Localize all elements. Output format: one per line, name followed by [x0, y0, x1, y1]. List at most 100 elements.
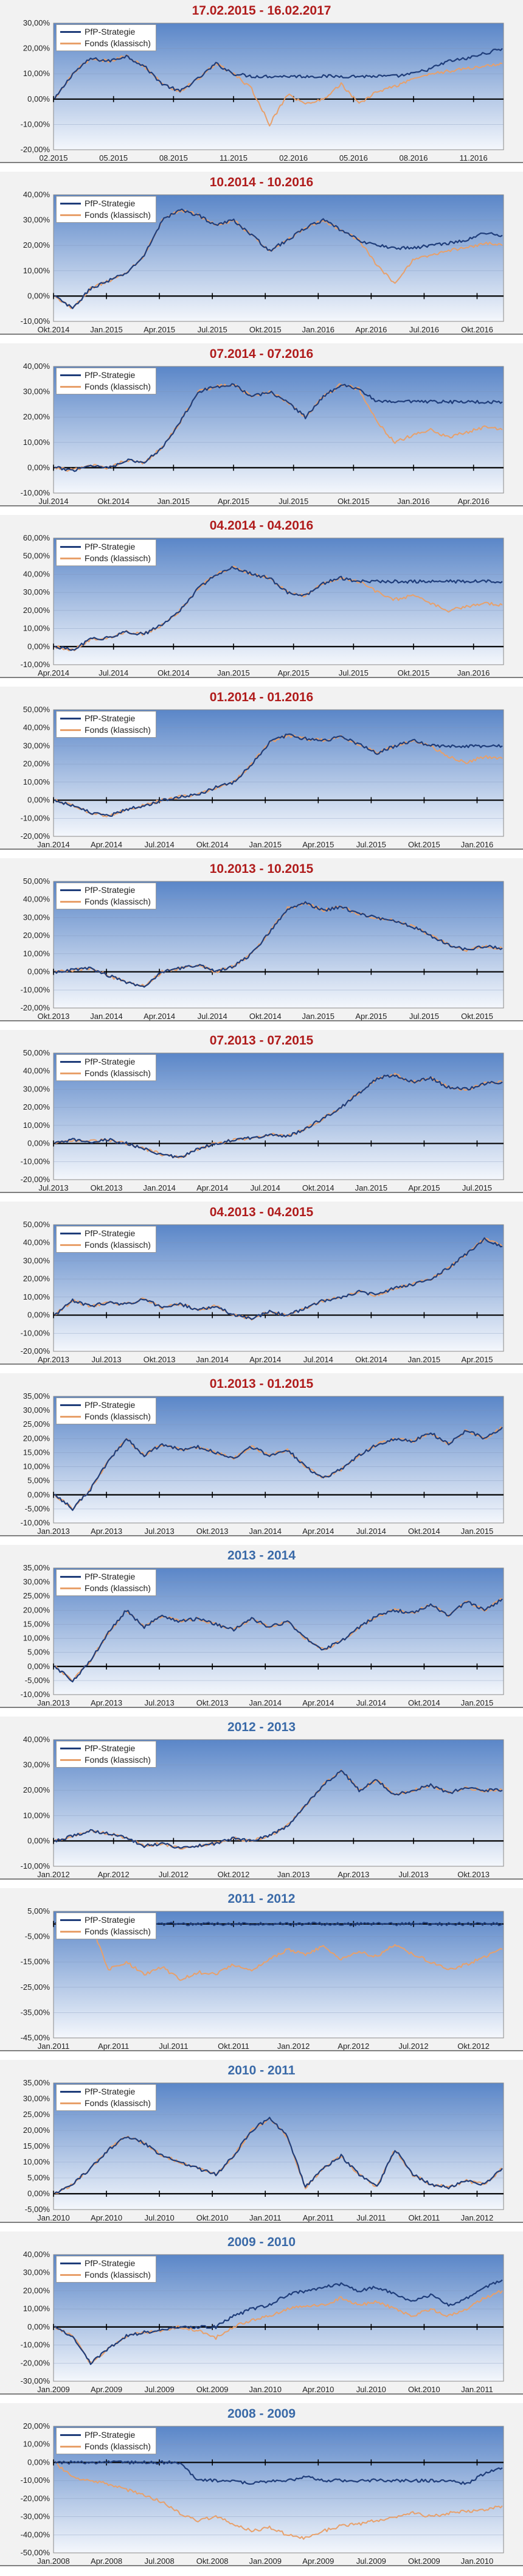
x-tick-label: Jan.2015 [408, 1355, 441, 1364]
y-tick-label: 20,00% [23, 1785, 50, 1794]
y-tick-label: 5,00% [27, 2173, 50, 2182]
legend-swatch [60, 1759, 81, 1761]
legend-item-fonds: Fonds (klassisch) [60, 2269, 151, 2281]
series-line-pfp [54, 2279, 503, 2365]
y-tick-label: 20,00% [23, 2421, 50, 2431]
series-line-pfp [54, 1769, 503, 1849]
x-tick-label: Jul.2009 [145, 2385, 175, 2394]
legend-item-pfp: PfP-Strategie [60, 2086, 151, 2098]
x-tick-label: Jan.2014 [37, 840, 70, 849]
legend-swatch [60, 2102, 81, 2104]
y-tick-label: 10,00% [23, 949, 50, 958]
legend-label: Fonds (klassisch) [85, 382, 151, 391]
y-tick-label: 60,00% [23, 533, 50, 542]
legend-item-fonds: Fonds (klassisch) [60, 553, 151, 564]
series-line-pfp [54, 1237, 503, 1320]
y-tick-label: 30,00% [23, 587, 50, 597]
x-tick-label: Jul.2010 [145, 2213, 175, 2222]
series-line-fonds [54, 2460, 503, 2540]
x-tick-label: Apr.2012 [98, 1870, 130, 1879]
x-tick-label: Okt.2015 [461, 1012, 493, 1021]
y-tick-label: 15,00% [23, 1619, 50, 1628]
y-tick-label: -20,00% [21, 1346, 50, 1356]
legend-label: Fonds (klassisch) [85, 725, 151, 735]
legend-swatch [60, 1919, 81, 1921]
chart-panel-6: 10.2013 - 10.2015 -20,00% -10,00% 0,00% 10,0… [0, 858, 523, 1021]
y-tick-label: -10,00% [21, 317, 50, 326]
legend-item-pfp: PfP-Strategie [60, 198, 151, 209]
x-tick-label: Apr.2016 [355, 325, 387, 334]
x-tick-label: Jul.2011 [356, 2213, 386, 2222]
legend-swatch [60, 1233, 81, 1234]
x-tick-label: Jul.2014 [356, 1698, 386, 1707]
legend-item-pfp: PfP-Strategie [60, 713, 151, 724]
x-tick-label: Okt.2013 [196, 1698, 229, 1707]
x-tick-label: Okt.2015 [408, 840, 440, 849]
x-tick-label: Apr.2014 [91, 840, 122, 849]
legend-item-pfp: PfP-Strategie [60, 884, 151, 896]
legend-item-fonds: Fonds (klassisch) [60, 1583, 151, 1594]
y-tick-label: 20,00% [23, 1274, 50, 1283]
y-tick-label: 20,00% [23, 240, 50, 250]
x-tick-label: Jul.2008 [145, 2557, 175, 2566]
legend-item-pfp: PfP-Strategie [60, 2258, 151, 2269]
y-tick-label: 40,00% [23, 2250, 50, 2259]
y-tick-label: 0,00% [27, 291, 50, 300]
x-tick-label: Okt.2014 [302, 1183, 334, 1192]
y-tick-label: -20,00% [21, 2358, 50, 2367]
y-tick-label: 10,00% [23, 1462, 50, 1471]
y-tick-label: 30,00% [23, 912, 50, 922]
y-tick-label: 40,00% [23, 895, 50, 904]
x-tick-label: Apr.2014 [144, 1012, 175, 1021]
legend-swatch [60, 729, 81, 731]
chart-title: 10.2013 - 10.2015 [209, 862, 314, 876]
y-tick-label: -5,00% [25, 1932, 50, 1941]
x-tick-label: Jul.2014 [198, 1012, 227, 1021]
legend-item-fonds: Fonds (klassisch) [60, 1411, 151, 1423]
legend-swatch [60, 558, 81, 559]
y-tick-label: 50,00% [23, 1220, 50, 1229]
y-tick-label: 30,00% [23, 18, 50, 27]
legend-swatch [60, 2091, 81, 2093]
legend-item-fonds: Fonds (klassisch) [60, 2098, 151, 2109]
legend-swatch [60, 718, 81, 719]
x-tick-label: Apr.2010 [91, 2213, 122, 2222]
y-tick-label: -10,00% [21, 2476, 50, 2485]
x-tick-label: 08.2016 [400, 153, 428, 163]
x-tick-label: Jan.2011 [38, 2042, 70, 2051]
chart-title: 2011 - 2012 [227, 1892, 296, 1906]
chart-title: 2010 - 2011 [227, 2063, 296, 2077]
legend-swatch [60, 1061, 81, 1063]
legend-swatch [60, 203, 81, 205]
y-tick-label: 10,00% [23, 2440, 50, 2449]
x-tick-label: Apr.2015 [218, 497, 249, 506]
y-tick-label: 50,00% [23, 877, 50, 886]
y-tick-label: 0,00% [27, 2457, 50, 2466]
legend-label: Fonds (klassisch) [85, 38, 151, 48]
x-tick-label: Jul.2014 [38, 497, 68, 506]
y-tick-label: -10,00% [21, 119, 50, 128]
legend-item-pfp: PfP-Strategie [60, 369, 151, 381]
x-tick-label: Apr.2013 [38, 1355, 69, 1364]
x-tick-label: Jan.2014 [196, 1355, 229, 1364]
series-line-pfp [54, 208, 503, 309]
x-tick-label: Okt.2014 [158, 668, 190, 677]
series-line-pfp [54, 1427, 503, 1511]
x-tick-label: Jan.2013 [277, 1870, 310, 1879]
y-tick-label: -5,00% [25, 1676, 50, 1685]
chart-title: 17.02.2015 - 16.02.2017 [192, 4, 331, 18]
x-tick-label: Apr.2015 [461, 1355, 493, 1364]
y-tick-label: 40,00% [23, 1238, 50, 1247]
x-tick-label: Jan.2010 [37, 2213, 70, 2222]
legend: PfP-Strategie Fonds (klassisch) [56, 2084, 156, 2111]
chart-panel-4: 04.2014 - 04.2016 -10,00% 0,00% 10,00% 20,00… [0, 515, 523, 678]
y-tick-label: 10,00% [23, 69, 50, 78]
legend-item-fonds: Fonds (klassisch) [60, 209, 151, 221]
x-tick-label: Jul.2009 [356, 2557, 386, 2566]
y-tick-label: 5,00% [27, 1648, 50, 1657]
y-tick-label: 0,00% [27, 463, 50, 472]
y-tick-label: 20,00% [23, 2126, 50, 2135]
y-tick-label: 0,00% [27, 1311, 50, 1320]
y-tick-label: 40,00% [23, 1066, 50, 1076]
y-tick-label: 50,00% [23, 1048, 50, 1057]
